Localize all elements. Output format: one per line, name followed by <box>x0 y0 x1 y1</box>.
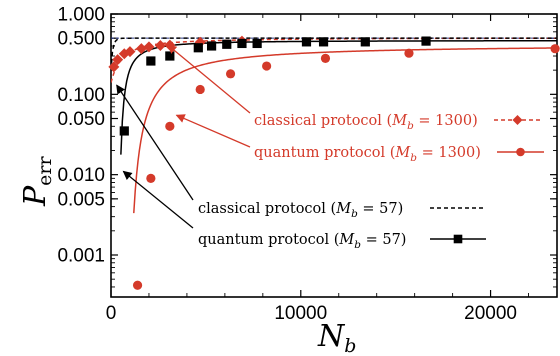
data-point-s0-4 <box>135 43 147 55</box>
x-tick-label-1: 10000 <box>274 303 327 324</box>
data-point-s1-5 <box>262 61 272 71</box>
data-point-s3-9 <box>318 37 329 47</box>
x-axis-label: Nb <box>317 319 356 356</box>
data-point-s3-1 <box>146 56 156 66</box>
x-axis-label-main: N <box>317 319 346 354</box>
y-tick-label-1: 0.500 <box>57 29 105 50</box>
axes: 1.000 0.500 0.100 0.050 0.010 0.005 0.001 0 1000… <box>57 5 558 324</box>
x-axis-label-sub: b <box>344 335 356 356</box>
data-point-s0-5 <box>143 41 155 53</box>
annotation-arrow-1 <box>175 114 251 148</box>
data-point-s1-2 <box>165 121 175 131</box>
data-point-s0-2 <box>118 48 130 60</box>
data-point-s0-1 <box>112 54 124 66</box>
markers <box>108 35 560 290</box>
data-point-s1-8 <box>550 44 560 54</box>
data-point-s3-8 <box>301 37 312 47</box>
annotation-label-1: quantum protocol (Mb = 1300) <box>254 145 481 164</box>
annotation-arrow-2 <box>116 84 194 201</box>
y-tick-label-3: 0.050 <box>57 109 105 130</box>
data-point-s3-11 <box>421 36 431 46</box>
series-line-quantum-1300 <box>133 47 557 214</box>
y-tick-label-2: 0.100 <box>57 85 105 106</box>
data-point-s0-3 <box>124 46 136 58</box>
x-tick-label-2: 20000 <box>464 303 517 324</box>
plot-frame <box>110 13 558 298</box>
annotation-arrow-0 <box>167 44 251 114</box>
y-tick-label-6: 0.001 <box>57 245 105 266</box>
data-point-s1-6 <box>320 53 331 64</box>
data-point-s3-7 <box>252 38 262 49</box>
y-axis-label-main: P <box>18 185 53 207</box>
series-line-classical-1300 <box>111 37 557 83</box>
y-tick-label-5: 0.005 <box>57 189 105 210</box>
x-tick-label-0: 0 <box>106 303 117 324</box>
y-tick-label-0: 1.000 <box>57 5 105 26</box>
curves <box>111 37 557 214</box>
data-point-s1-0 <box>132 280 143 290</box>
annotation-label-0: classical protocol (Mb = 1300) <box>254 113 478 132</box>
data-point-s0-6 <box>154 40 166 52</box>
legend-sample-marker-3 <box>453 234 463 244</box>
annotation-label-2: classical protocol (Mb = 57) <box>198 201 403 220</box>
data-point-s3-4 <box>206 41 217 51</box>
series-line-quantum-57 <box>120 39 557 155</box>
series-line-classical-57 <box>111 37 557 70</box>
data-point-s1-3 <box>195 84 205 95</box>
annotation-label-3: quantum protocol (Mb = 57) <box>198 232 406 251</box>
data-point-s3-6 <box>237 38 247 49</box>
data-point-s1-7 <box>404 48 414 58</box>
legend-sample-marker-1 <box>516 147 525 157</box>
y-axis-label: Perr <box>18 155 56 207</box>
y-axis-label-sub: err <box>34 155 56 185</box>
data-point-s1-4 <box>225 69 236 79</box>
data-point-s1-1 <box>146 173 156 183</box>
data-point-s3-5 <box>222 39 232 49</box>
data-point-s3-3 <box>193 43 203 53</box>
annotation-arrow-3 <box>122 170 194 229</box>
data-point-s3-0 <box>119 126 129 136</box>
annotations: classical protocol (Mb = 1300) quantum pr… <box>116 44 544 251</box>
data-point-s0-7 <box>164 39 176 51</box>
data-point-s3-2 <box>165 51 175 61</box>
legend-sample-marker-0 <box>512 115 523 125</box>
data-point-s3-10 <box>360 37 370 47</box>
y-tick-label-4: 0.010 <box>57 165 105 186</box>
